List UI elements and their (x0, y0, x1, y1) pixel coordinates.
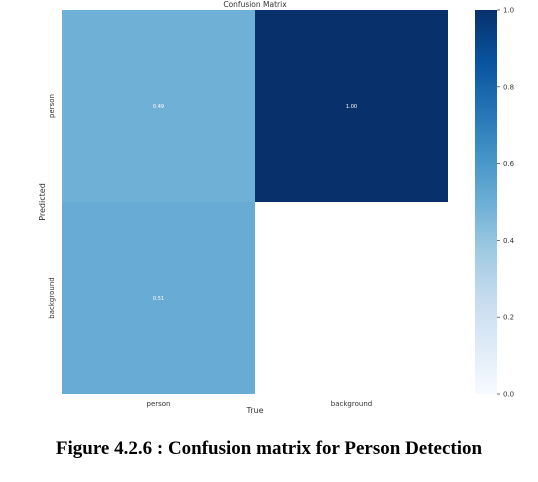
colorbar-tick-label: 0.4 (503, 237, 515, 245)
confusion-matrix-figure: Confusion Matrix 0.49 1.00 0.51 person back… (38, 0, 515, 415)
x-tick-label: background (331, 400, 372, 408)
colorbar-tick-label: 0.2 (503, 314, 514, 322)
heatmap-cell-person-person (62, 10, 255, 202)
cell-value-label: 1.00 (346, 104, 357, 110)
colorbar-tick-label: 1.0 (503, 7, 514, 15)
colorbar-tick-label: 0.6 (503, 160, 515, 168)
colorbar-tick-label: 0.8 (503, 83, 514, 91)
y-tick-label: person (48, 94, 56, 118)
y-axis-label: Predicted (38, 183, 47, 221)
colorbar (475, 10, 497, 394)
colorbar-ticks: 0.0 0.2 0.4 0.6 0.8 1.0 (497, 7, 515, 399)
heatmap-cell-background-person (62, 202, 255, 394)
x-tick-label: person (147, 400, 171, 408)
cell-value-label: 0.49 (153, 104, 164, 110)
y-tick-label: background (48, 277, 56, 318)
x-axis-label: True (246, 406, 264, 415)
x-tick-labels: person background (147, 400, 373, 408)
chart-title: Confusion Matrix (223, 0, 287, 9)
figure-caption: Figure 4.2.6 : Confusion matrix for Pers… (55, 438, 483, 459)
colorbar-tick-label: 0.0 (503, 391, 514, 399)
y-tick-labels: person background (48, 94, 56, 319)
heatmap-cell-labels: 0.49 1.00 0.51 (153, 104, 357, 302)
heatmap-cells (62, 10, 448, 394)
cell-value-label: 0.51 (153, 296, 164, 302)
heatmap-cell-person-background (255, 10, 448, 202)
